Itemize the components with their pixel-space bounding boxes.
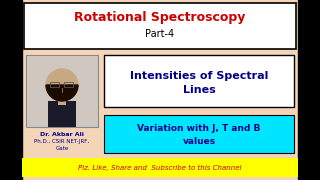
- Text: Part-4: Part-4: [145, 29, 175, 39]
- Bar: [48, 101, 76, 127]
- Bar: [298, 0, 320, 180]
- Bar: [50, 82, 59, 87]
- Text: Rotational Spectroscopy: Rotational Spectroscopy: [74, 12, 246, 24]
- Text: Dr. Akbar Ali: Dr. Akbar Ali: [40, 132, 84, 138]
- Text: Gate: Gate: [55, 145, 68, 150]
- Text: Variation with J, T and B
values: Variation with J, T and B values: [137, 124, 261, 146]
- Bar: [22, 158, 298, 177]
- Bar: [64, 82, 73, 87]
- Circle shape: [46, 69, 78, 101]
- FancyBboxPatch shape: [104, 115, 294, 153]
- FancyBboxPatch shape: [24, 3, 296, 49]
- Text: Intensities of Spectral
Lines: Intensities of Spectral Lines: [130, 71, 268, 95]
- Wedge shape: [46, 85, 78, 101]
- Text: Ph.D., CSIR NET-JRF,: Ph.D., CSIR NET-JRF,: [35, 140, 90, 145]
- Bar: [26, 55, 98, 127]
- Bar: [0, 0, 22, 180]
- Bar: [27, 56, 97, 126]
- Bar: [58, 93, 66, 105]
- FancyBboxPatch shape: [104, 55, 294, 107]
- Text: Plz. Like, Share and  Subscribe to this Channel: Plz. Like, Share and Subscribe to this C…: [78, 165, 242, 171]
